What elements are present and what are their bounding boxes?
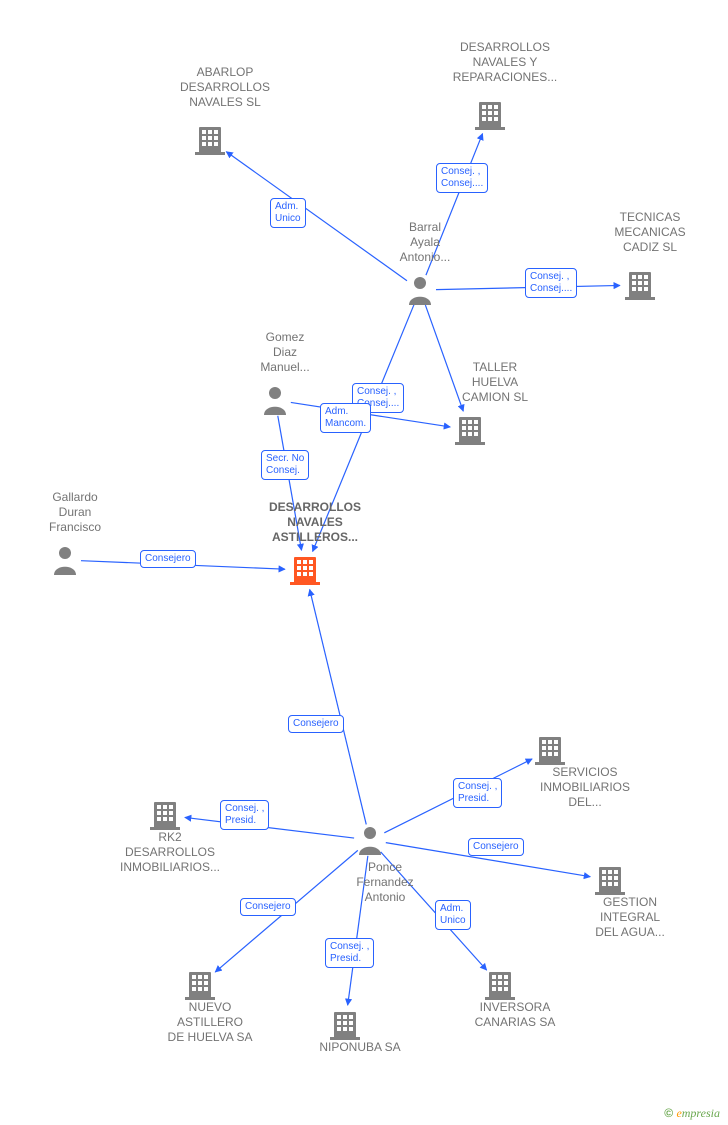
building-icon[interactable]	[290, 557, 320, 585]
edge	[436, 285, 620, 289]
edge	[426, 134, 483, 276]
edge	[215, 850, 358, 972]
brand-rest: mpresia	[682, 1106, 720, 1120]
edge	[425, 305, 463, 411]
edge	[386, 843, 590, 877]
edge	[291, 402, 450, 427]
edge	[310, 589, 367, 824]
edge	[313, 305, 414, 552]
copyright-symbol: ©	[664, 1106, 673, 1120]
building-icon[interactable]	[595, 867, 625, 895]
building-icon[interactable]	[535, 737, 565, 765]
person-icon[interactable]	[264, 387, 286, 415]
edge	[226, 152, 407, 281]
building-icon[interactable]	[330, 1012, 360, 1040]
building-icon[interactable]	[185, 972, 215, 1000]
building-icon[interactable]	[455, 417, 485, 445]
edge	[384, 759, 532, 833]
building-icon[interactable]	[475, 102, 505, 130]
copyright: © empresia	[664, 1106, 720, 1121]
edge	[348, 856, 368, 1005]
building-icon[interactable]	[195, 127, 225, 155]
edge	[381, 852, 487, 970]
person-icon[interactable]	[359, 827, 381, 855]
edge	[81, 561, 285, 570]
network-canvas	[0, 0, 728, 1125]
building-icon[interactable]	[150, 802, 180, 830]
building-icon[interactable]	[625, 272, 655, 300]
edge	[278, 416, 302, 551]
person-icon[interactable]	[409, 277, 431, 305]
edge	[185, 817, 354, 838]
person-icon[interactable]	[54, 547, 76, 575]
building-icon[interactable]	[485, 972, 515, 1000]
